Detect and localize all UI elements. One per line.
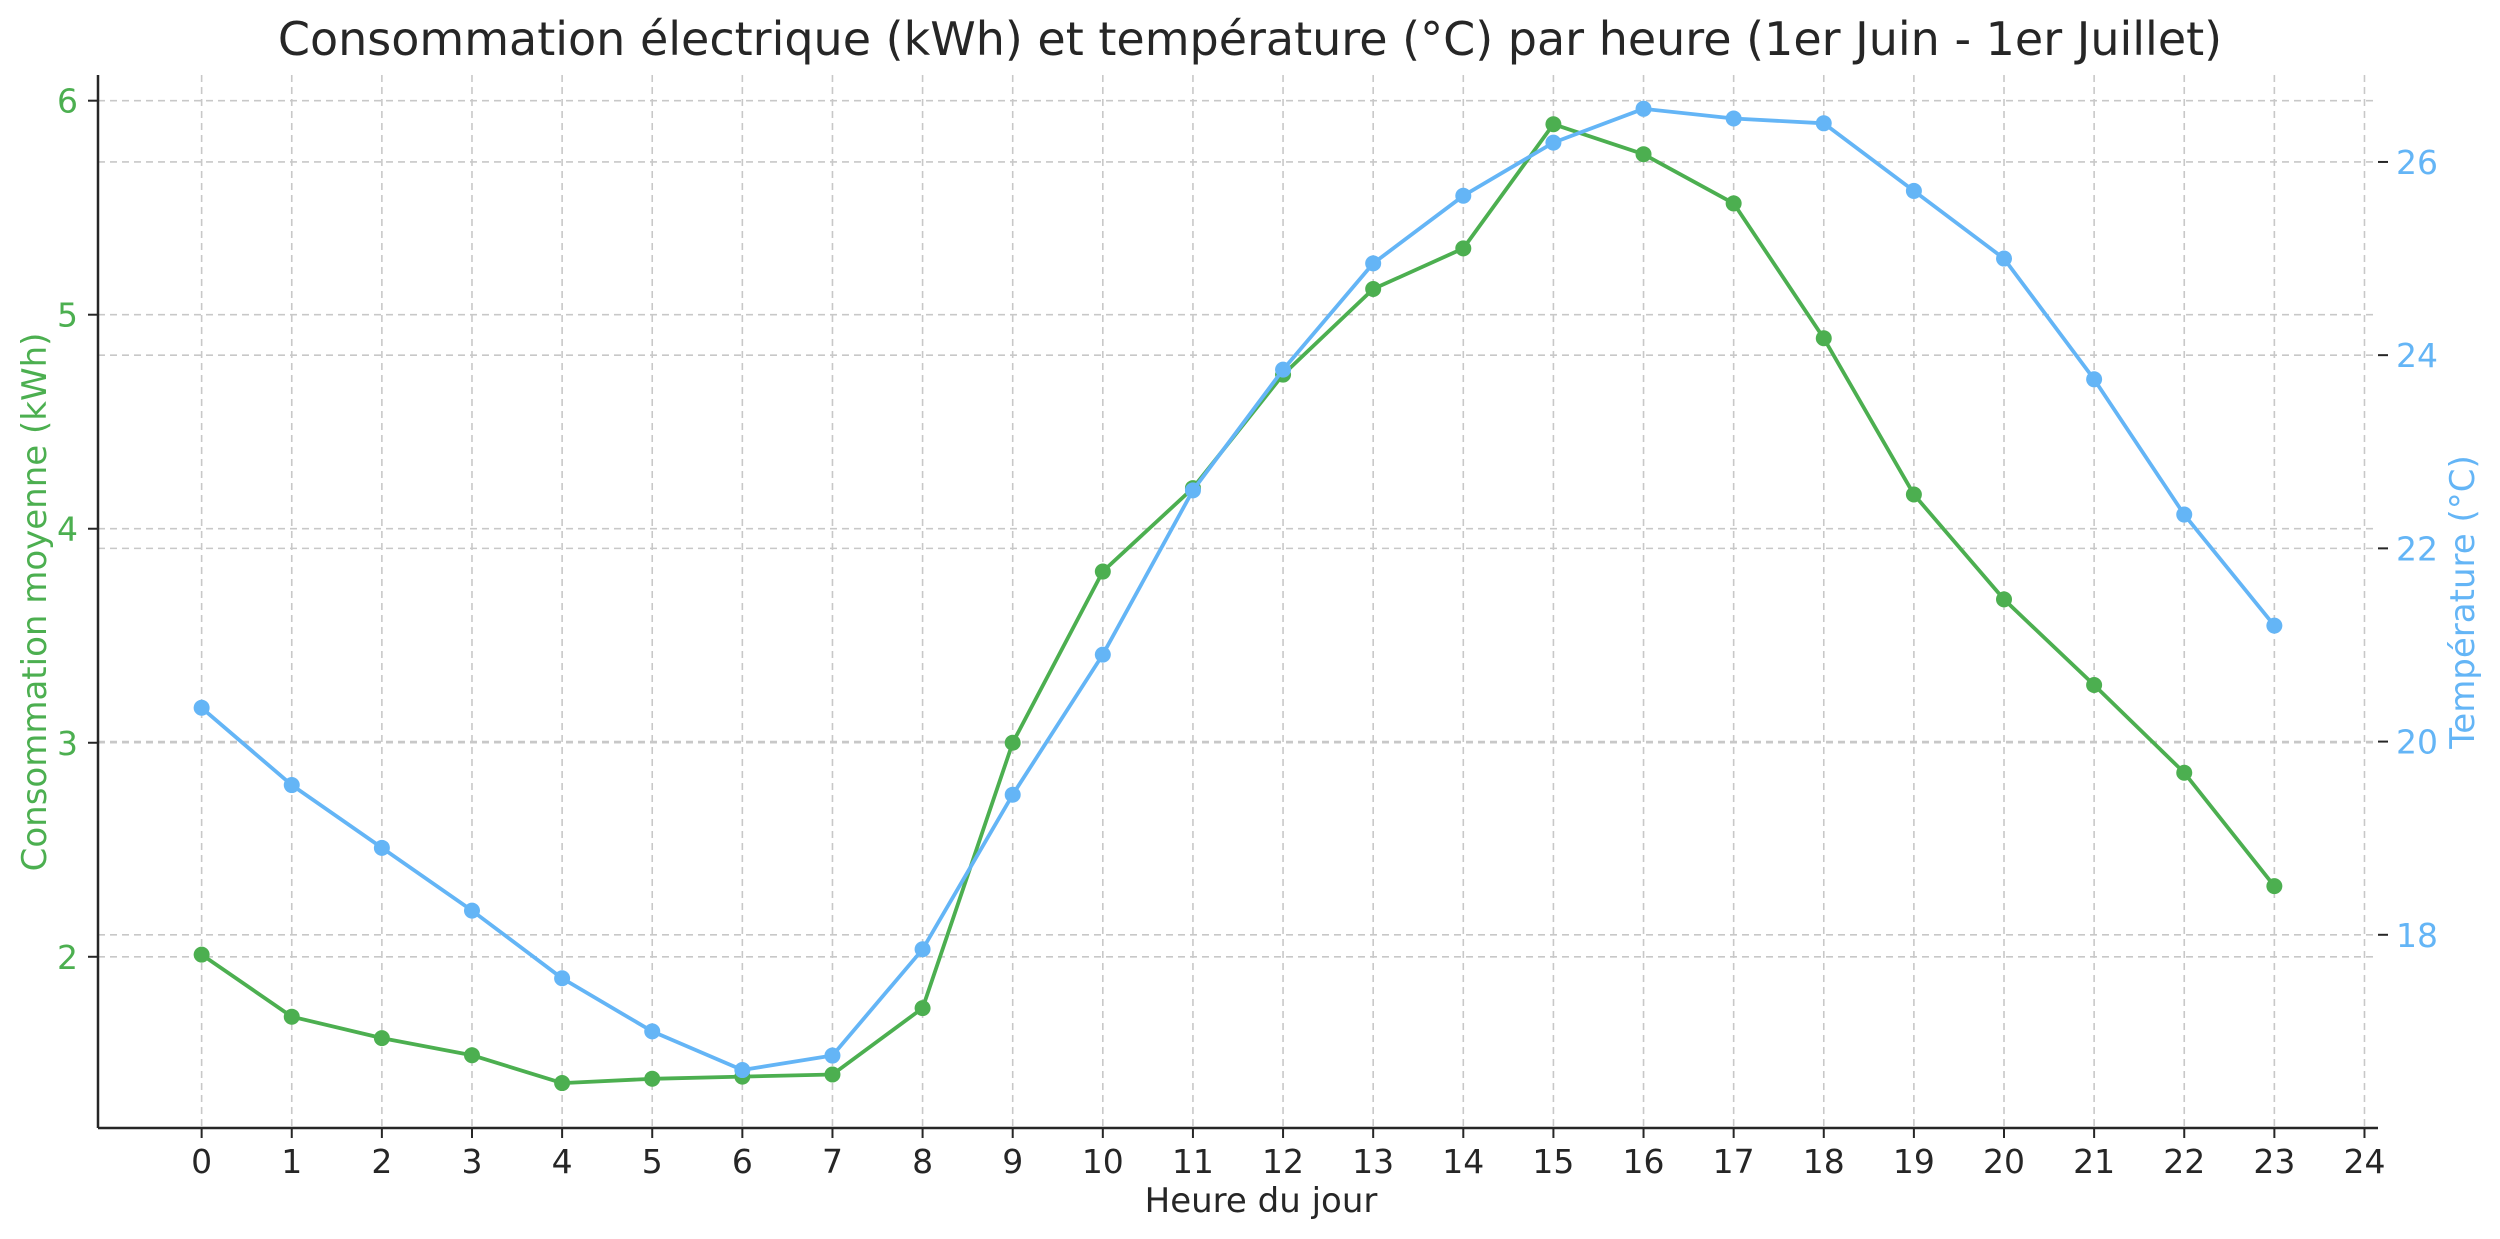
y-right-tick-label: 18	[2396, 916, 2438, 955]
x-tick-label: 19	[1893, 1142, 1935, 1181]
x-tick-label: 4	[552, 1142, 573, 1181]
data-point	[1094, 646, 1111, 663]
data-point	[914, 941, 931, 958]
x-tick-label: 0	[191, 1142, 212, 1181]
data-point	[2266, 617, 2283, 634]
data-point	[373, 839, 390, 856]
y-left-tick-label: 3	[57, 724, 78, 763]
series-layer	[193, 100, 2283, 1092]
x-axis-label: Heure du jour	[1145, 1181, 1378, 1221]
y-left-tick-label: 2	[57, 938, 78, 977]
data-point	[824, 1047, 841, 1064]
data-point	[1635, 146, 1652, 163]
data-point	[1455, 240, 1472, 257]
data-point	[1725, 110, 1742, 127]
data-point	[1365, 255, 1382, 272]
x-tick-label: 13	[1352, 1142, 1394, 1181]
chart-title: Consommation électrique (kWh) et tempéra…	[278, 12, 2222, 66]
x-tick-label: 21	[2073, 1142, 2115, 1181]
y-right-tick-label: 20	[2396, 723, 2438, 762]
data-point	[1004, 786, 1021, 803]
data-point	[1815, 115, 1832, 132]
data-point	[1545, 134, 1562, 151]
y-axis-right-label: Température (°C)	[2443, 455, 2483, 749]
data-point	[1004, 734, 1021, 751]
x-tick-label: 20	[1983, 1142, 2025, 1181]
x-tick-label: 12	[1262, 1142, 1304, 1181]
x-tick-label: 24	[2343, 1142, 2385, 1181]
series-line	[200, 106, 2276, 1072]
x-tick-label: 5	[642, 1142, 663, 1181]
x-tick-label: 1	[281, 1142, 302, 1181]
data-point	[463, 902, 480, 919]
data-point	[1365, 281, 1382, 298]
data-point	[1275, 361, 1292, 378]
y-left-tick-label: 6	[57, 82, 78, 121]
data-point	[554, 1075, 571, 1092]
data-point	[373, 1030, 390, 1047]
y-right-tick-label: 24	[2396, 336, 2438, 375]
data-point	[824, 1066, 841, 1083]
x-tick-label: 15	[1532, 1142, 1574, 1181]
data-point	[1905, 182, 1922, 199]
data-point	[2086, 676, 2103, 693]
grid-lines	[98, 75, 2378, 1128]
data-point	[283, 1008, 300, 1025]
x-tick-label: 2	[371, 1142, 392, 1181]
x-tick-label: 16	[1623, 1142, 1665, 1181]
y-right-tick-label: 22	[2396, 529, 2438, 568]
data-point	[914, 1000, 931, 1017]
data-point	[644, 1023, 661, 1040]
data-point	[1545, 116, 1562, 133]
series-consumption	[193, 116, 2283, 1092]
x-tick-label: 18	[1803, 1142, 1845, 1181]
data-point	[1905, 486, 1922, 503]
x-tick-label: 14	[1442, 1142, 1484, 1181]
data-point	[1184, 482, 1201, 499]
data-point	[644, 1070, 661, 1087]
data-point	[283, 777, 300, 794]
data-point	[463, 1047, 480, 1064]
axes: 0 1 2 3 4 5 6 7 8 9 10 11 12 13 14 15 16 17 18 19 20 21 22 23 24…	[57, 75, 2438, 1181]
y-axis-left-label: Consommation moyenne (kWh)	[15, 333, 55, 872]
x-tick-label: 3	[461, 1142, 482, 1181]
data-point	[2266, 878, 2283, 895]
y-left-tick-label: 5	[57, 296, 78, 335]
x-tick-label: 23	[2253, 1142, 2295, 1181]
data-point	[1455, 187, 1472, 204]
x-tick-label: 22	[2163, 1142, 2205, 1181]
y-right-tick-label: 26	[2396, 143, 2438, 182]
data-point	[1094, 563, 1111, 580]
data-point	[734, 1062, 751, 1079]
data-point	[2086, 371, 2103, 388]
x-tick-label: 10	[1082, 1142, 1124, 1181]
data-point	[2176, 764, 2193, 781]
x-tick-label: 7	[822, 1142, 843, 1181]
x-tick-label: 11	[1172, 1142, 1214, 1181]
y-left-tick-label: 4	[57, 510, 78, 549]
x-tick-label: 6	[732, 1142, 753, 1181]
data-point	[1996, 591, 2013, 608]
data-point	[193, 946, 210, 963]
data-point	[1815, 330, 1832, 347]
data-point	[193, 699, 210, 716]
data-point	[1996, 250, 2013, 267]
data-point	[1635, 100, 1652, 117]
data-point	[2176, 506, 2193, 523]
x-tick-label: 9	[1002, 1142, 1023, 1181]
x-tick-label: 8	[912, 1142, 933, 1181]
data-point	[1725, 195, 1742, 212]
data-point	[554, 970, 571, 987]
series-temperature	[193, 100, 2283, 1079]
x-tick-label: 17	[1713, 1142, 1755, 1181]
